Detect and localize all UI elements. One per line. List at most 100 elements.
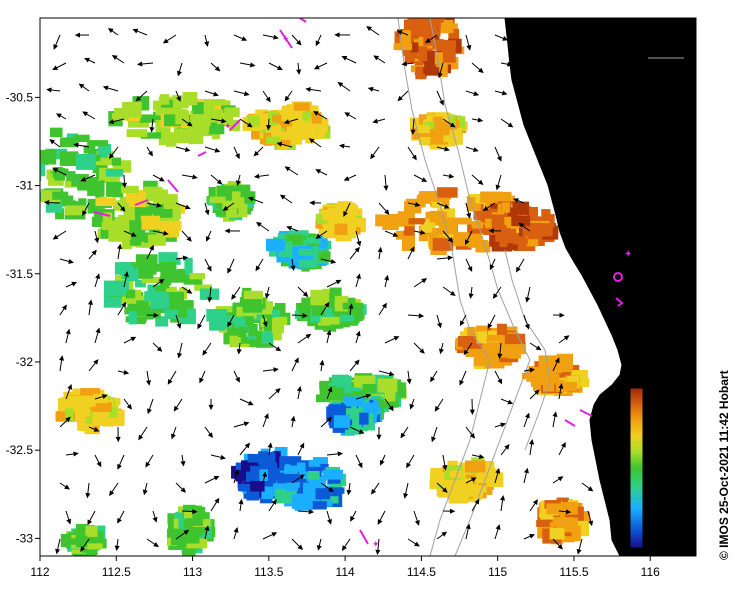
sst-pixel-cluster (291, 494, 313, 509)
sst-pixel-cluster (418, 46, 428, 62)
current-arrow (175, 202, 191, 210)
y-tick-label: -33 (16, 531, 34, 545)
current-arrow (355, 454, 363, 469)
sst-pixel-cluster (284, 111, 299, 121)
colorbar-label: 4h comp, p50, All Sats (683, 438, 695, 548)
sst-pixel-cluster (40, 194, 41, 205)
sst-pixel-cluster (307, 470, 320, 480)
perth-label: Perth (635, 353, 671, 369)
sst-pixel-cluster (148, 204, 164, 215)
current-arrow (492, 286, 502, 299)
sst-pixel-cluster (375, 214, 390, 227)
current-arrow (320, 416, 333, 428)
sst-pixel-cluster (148, 307, 161, 319)
current-arrow (173, 398, 183, 412)
current-arrow (407, 246, 415, 260)
current-arrow (346, 482, 352, 496)
sst-pixel-cluster (404, 226, 415, 239)
current-arrow (175, 482, 187, 493)
plot-frame (39, 17, 697, 557)
current-arrow (262, 413, 269, 428)
sst-pixel-cluster (507, 242, 518, 251)
sst-pixel-cluster (501, 202, 510, 213)
sst-pixel-cluster (265, 238, 285, 251)
sst-pixel-cluster (466, 326, 476, 340)
current-arrow (204, 90, 219, 97)
sst-pixel-cluster (293, 102, 310, 115)
sst-pixel-cluster (480, 191, 503, 203)
current-arrow (465, 146, 479, 152)
sst-pixel-cluster (340, 314, 355, 322)
current-arrow (268, 62, 283, 71)
sst-pixel-cluster (346, 210, 356, 226)
current-arrow (494, 34, 509, 41)
sst-pixel-cluster (511, 215, 531, 227)
current-arrow (204, 34, 210, 47)
current-arrow (181, 509, 198, 515)
sst-pixel-cluster (449, 470, 462, 479)
sst-pixel-cluster (334, 223, 348, 235)
current-arrow (377, 246, 383, 260)
sst-pixel-cluster (80, 405, 90, 417)
current-arrow (233, 146, 240, 160)
sst-pixel-cluster (395, 230, 405, 240)
sst-pixel-cluster (247, 453, 259, 463)
current-arrow (175, 255, 189, 261)
vector-scale-label: 0.5m/s (1kt 6h) (543, 115, 616, 127)
sst-pixel-cluster (139, 114, 160, 123)
sst-pixel-cluster (226, 208, 237, 218)
sst-pixel-cluster (416, 195, 426, 208)
current-arrow (320, 258, 337, 264)
current-arrow (210, 497, 220, 512)
current-arrow (227, 258, 235, 274)
current-arrow (576, 538, 583, 555)
sst-pixel-cluster (188, 120, 210, 134)
isobath-lines (397, 18, 551, 556)
sst-pixel-cluster (303, 482, 317, 495)
current-arrow (552, 312, 565, 318)
sst-pixel-cluster (155, 316, 169, 327)
current-arrow (430, 370, 438, 383)
current-arrow (55, 538, 61, 555)
current-arrow (138, 426, 148, 441)
current-arrow (410, 118, 416, 135)
colorbar-gradient (629, 387, 644, 549)
drifter-legend-line2: to 21/10 12Z (635, 304, 697, 316)
y-tick-label: -31.5 (6, 267, 34, 281)
sst-pixel-cluster (163, 257, 181, 265)
map-area: ✦ ✦ ✦ (24, 18, 696, 556)
current-arrow (109, 482, 119, 497)
current-arrow (266, 118, 272, 131)
current-arrow (495, 174, 502, 191)
sst-pixel-cluster (465, 460, 486, 473)
sst-pixel-cluster (160, 261, 177, 278)
current-arrow (262, 34, 279, 40)
sst-pixel-cluster (157, 197, 177, 207)
glider-legend-label: Glider (635, 246, 670, 260)
current-arrow (558, 509, 572, 515)
current-arrow (55, 113, 67, 120)
current-arrow (482, 202, 496, 212)
current-arrow (233, 34, 248, 41)
current-arrow (297, 333, 312, 344)
current-arrow (227, 314, 235, 328)
current-arrow (199, 370, 206, 384)
current-arrow (147, 398, 154, 415)
sst-pixel-cluster (185, 538, 208, 549)
current-arrow (305, 86, 322, 93)
current-arrow (401, 61, 415, 67)
y-tick-label: -30.5 (6, 90, 34, 104)
sst-pixel-cluster (24, 156, 37, 170)
current-arrow (296, 385, 302, 400)
current-arrow (181, 174, 198, 180)
current-arrow (371, 482, 380, 495)
current-arrow (94, 230, 100, 244)
current-arrow (489, 258, 496, 271)
current-arrow (558, 335, 570, 344)
current-arrow (529, 389, 540, 400)
current-arrow (320, 482, 334, 493)
current-arrow (146, 538, 159, 548)
credit-text: © IMOS 25-Oct-2021 11:42 Hobart (717, 370, 731, 560)
sst-pixel-cluster (504, 333, 526, 345)
sst-pixel-cluster (563, 502, 578, 515)
